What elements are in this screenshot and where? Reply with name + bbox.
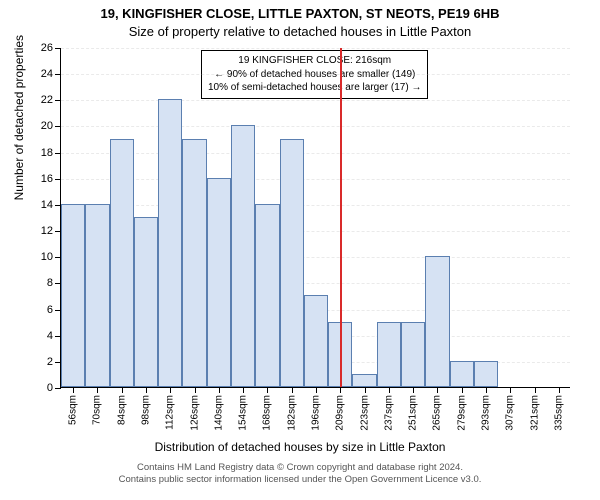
x-tick-label: 293sqm [481, 395, 492, 431]
x-tick [365, 387, 366, 393]
y-tick [55, 126, 61, 127]
x-tick [267, 387, 268, 393]
x-tick [170, 387, 171, 393]
annotation-line3: 10% of semi-detached houses are larger (… [208, 81, 421, 95]
histogram-bar [110, 139, 134, 387]
x-tick [316, 387, 317, 393]
histogram-bar [352, 374, 376, 387]
histogram-bar [85, 204, 109, 387]
x-tick [73, 387, 74, 393]
gridline-h [61, 100, 570, 101]
histogram-bar [450, 361, 474, 387]
x-tick-label: 112sqm [165, 395, 176, 430]
x-tick [292, 387, 293, 393]
histogram-bar [207, 178, 231, 387]
y-tick-label: 10 [41, 251, 53, 263]
reference-line [340, 48, 342, 387]
x-tick [559, 387, 560, 393]
x-tick [243, 387, 244, 393]
x-tick-label: 279sqm [456, 395, 467, 431]
y-tick-label: 26 [41, 42, 53, 54]
y-tick-label: 22 [41, 94, 53, 106]
histogram-bar [425, 256, 449, 387]
x-tick [389, 387, 390, 393]
x-tick [437, 387, 438, 393]
chart-container: 19, KINGFISHER CLOSE, LITTLE PAXTON, ST … [0, 0, 600, 500]
x-tick [195, 387, 196, 393]
y-tick [55, 100, 61, 101]
x-tick-label: 140sqm [213, 395, 224, 431]
footer-attribution: Contains HM Land Registry data © Crown c… [0, 462, 600, 487]
histogram-bar [280, 139, 304, 387]
y-tick [55, 48, 61, 49]
histogram-bar [255, 204, 279, 387]
y-tick-label: 8 [47, 277, 53, 289]
x-axis-title: Distribution of detached houses by size … [0, 440, 600, 454]
x-tick-label: 321sqm [529, 395, 540, 431]
x-tick [340, 387, 341, 393]
y-tick-label: 24 [41, 68, 53, 80]
x-tick-label: 182sqm [286, 395, 297, 431]
histogram-bar [61, 204, 85, 387]
y-tick-label: 12 [41, 225, 53, 237]
x-tick [146, 387, 147, 393]
histogram-bar [158, 99, 182, 387]
gridline-h [61, 205, 570, 206]
gridline-h [61, 74, 570, 75]
x-tick [510, 387, 511, 393]
x-tick-label: 168sqm [262, 395, 273, 431]
y-tick [55, 388, 61, 389]
histogram-bar [182, 139, 206, 387]
y-tick-label: 14 [41, 199, 53, 211]
x-tick-label: 56sqm [68, 395, 79, 425]
y-tick-label: 20 [41, 120, 53, 132]
histogram-bar [474, 361, 498, 387]
histogram-bar [231, 125, 255, 387]
x-tick [462, 387, 463, 393]
x-tick-label: 84sqm [116, 395, 127, 425]
annotation-line1: 19 KINGFISHER CLOSE: 216sqm [208, 54, 421, 68]
footer-line1: Contains HM Land Registry data © Crown c… [0, 462, 600, 474]
histogram-bar [401, 322, 425, 387]
x-tick-label: 237sqm [383, 395, 394, 431]
y-tick-label: 4 [47, 330, 53, 342]
x-tick [219, 387, 220, 393]
x-tick-label: 154sqm [238, 395, 249, 431]
x-tick-label: 265sqm [432, 395, 443, 431]
x-tick-label: 70sqm [92, 395, 103, 425]
x-tick-label: 335sqm [553, 395, 564, 431]
chart-title-line2: Size of property relative to detached ho… [0, 24, 600, 39]
x-tick [535, 387, 536, 393]
y-tick-label: 6 [47, 304, 53, 316]
x-tick [486, 387, 487, 393]
y-tick [55, 74, 61, 75]
footer-line2: Contains public sector information licen… [0, 474, 600, 486]
gridline-h [61, 48, 570, 49]
x-tick-label: 196sqm [311, 395, 322, 431]
y-tick-label: 16 [41, 173, 53, 185]
x-tick-label: 307sqm [505, 395, 516, 431]
y-tick [55, 153, 61, 154]
gridline-h [61, 126, 570, 127]
y-tick-label: 2 [47, 356, 53, 368]
x-tick-label: 209sqm [335, 395, 346, 431]
y-tick [55, 179, 61, 180]
gridline-h [61, 153, 570, 154]
plot-area: 19 KINGFISHER CLOSE: 216sqm ← 90% of det… [60, 48, 570, 388]
x-tick [122, 387, 123, 393]
y-tick-label: 0 [47, 382, 53, 394]
x-tick-label: 251sqm [408, 395, 419, 431]
chart-title-line1: 19, KINGFISHER CLOSE, LITTLE PAXTON, ST … [0, 6, 600, 21]
y-axis-title: Number of detached properties [12, 35, 26, 200]
histogram-bar [134, 217, 158, 387]
gridline-h [61, 179, 570, 180]
histogram-bar [377, 322, 401, 387]
x-tick [97, 387, 98, 393]
x-tick-label: 126sqm [189, 395, 200, 431]
y-tick-label: 18 [41, 147, 53, 159]
x-tick [413, 387, 414, 393]
x-tick-label: 223sqm [359, 395, 370, 431]
x-tick-label: 98sqm [141, 395, 152, 425]
histogram-bar [304, 295, 328, 387]
